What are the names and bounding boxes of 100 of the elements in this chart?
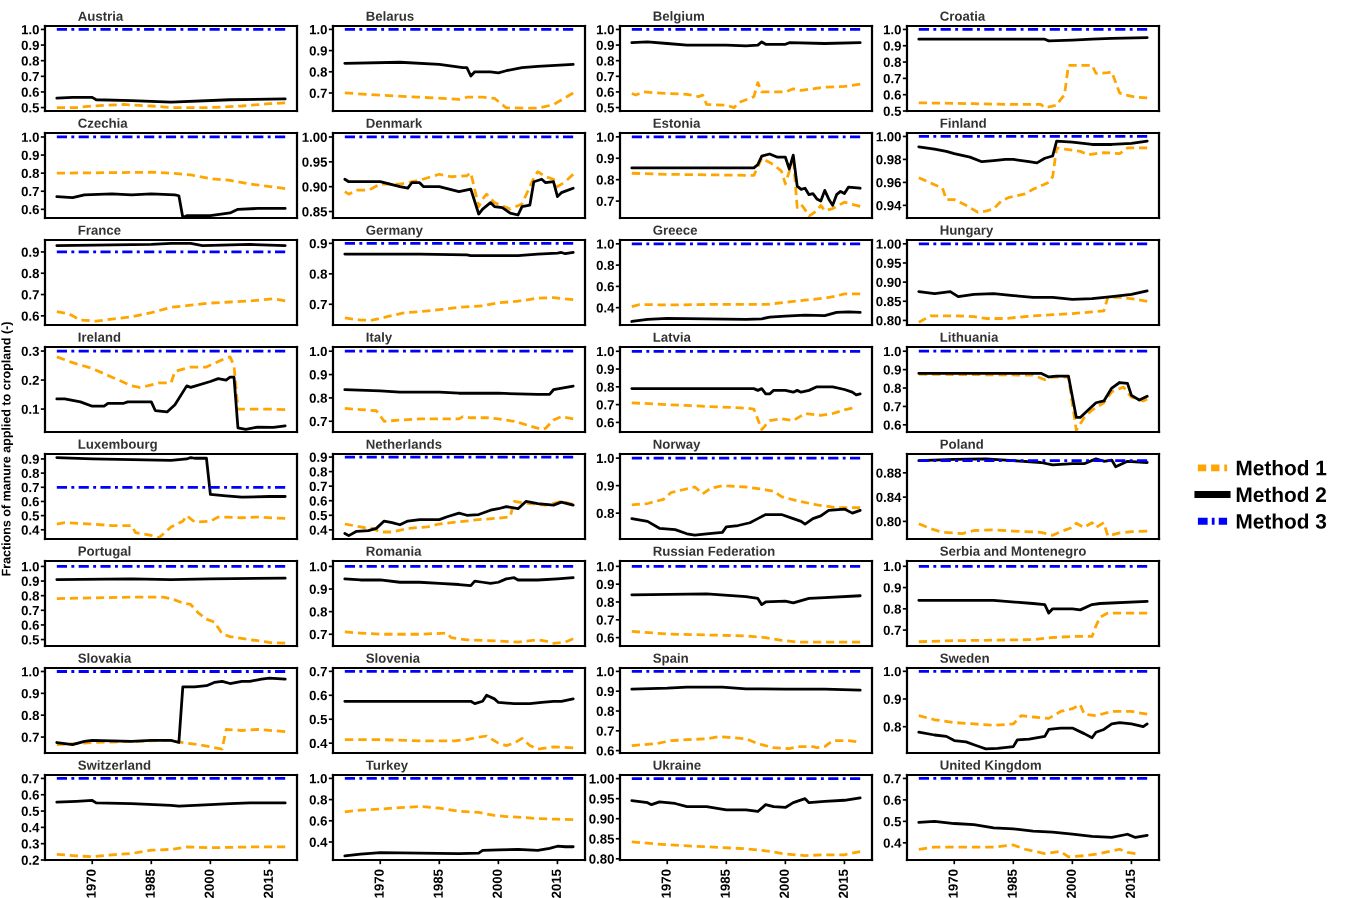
y-tick-label: 1.0	[596, 239, 614, 249]
legend-label: Method 3	[1236, 513, 1327, 529]
y-tick-label: 0.4	[309, 837, 328, 847]
line-series	[917, 139, 1149, 165]
y-tick-label: 1.0	[309, 346, 327, 357]
line-series	[343, 805, 575, 822]
chart-title: France	[78, 225, 121, 235]
line-series	[917, 703, 1149, 727]
y-tick-label: 0.8	[309, 795, 328, 805]
line-series	[630, 796, 862, 813]
y-tick-label: 0.9	[309, 584, 327, 594]
x-tick-label: 2000	[204, 869, 214, 898]
chart-title: Estonia	[653, 118, 701, 128]
line-series	[630, 401, 854, 431]
chart-title: Netherlands	[366, 439, 442, 449]
line-series	[917, 289, 1149, 301]
y-tick-label: 0.9	[21, 247, 39, 257]
line-series	[917, 372, 1149, 432]
y-tick-label: 0.8	[21, 710, 40, 721]
y-tick-label: 0.4	[309, 525, 328, 535]
y-tick-label: 0.4	[21, 525, 40, 535]
chart-title: Ireland	[78, 332, 121, 342]
y-tick-label: 0.7	[883, 401, 901, 412]
line-series	[917, 611, 1149, 644]
chart-title: Slovakia	[78, 653, 132, 663]
y-tick-label: 0.5	[309, 714, 328, 725]
y-tick-label: 0.85	[589, 834, 615, 844]
y-tick-label: 1.0	[596, 561, 614, 572]
x-tick-label: 2015	[838, 869, 848, 898]
chart-title: Austria	[78, 11, 124, 21]
y-tick-label: 0.9	[596, 481, 614, 491]
chart-title: Poland	[940, 439, 983, 449]
y-tick-label: 0.8	[883, 604, 902, 614]
y-tick-label: 1.00	[876, 132, 901, 142]
y-tick-label: 0.5	[21, 511, 40, 521]
y-tick-label: 0.5	[21, 103, 40, 113]
chart-title: Belgium	[653, 11, 704, 24]
y-tick-label: 0.9	[309, 452, 327, 462]
line-series	[917, 371, 1149, 419]
y-tick-label: 0.9	[21, 454, 39, 464]
y-tick-label: 1.0	[596, 132, 614, 142]
y-tick-label: 0.9	[21, 40, 39, 50]
y-tick-label: 0.9	[596, 40, 614, 50]
x-tick-label: 1985	[433, 869, 443, 898]
y-tick-label: 0.7	[596, 196, 614, 206]
y-tick-label: 1.0	[21, 132, 39, 142]
y-tick-label: 0.1	[21, 404, 40, 414]
x-tick-label: 2015	[263, 869, 273, 898]
y-tick-label: 1.0	[21, 25, 39, 35]
y-tick-label: 0.8	[21, 468, 40, 479]
y-tick-label: 0.6	[21, 311, 39, 321]
y-tick-label: 1.0	[883, 561, 901, 572]
chart-title: Denmark	[366, 118, 423, 128]
chart-title: Italy	[366, 332, 393, 345]
line-series	[917, 598, 1149, 615]
y-tick-label: 0.4	[21, 822, 40, 833]
y-tick-label: 0.8	[883, 722, 902, 732]
y-tick-label: 0.90	[589, 814, 614, 824]
x-tick-label: 2015	[1125, 869, 1135, 898]
y-tick-label: 0.8	[21, 56, 40, 66]
line-series	[343, 384, 575, 396]
y-tick-label: 0.6	[596, 417, 614, 428]
y-tick-label: 0.7	[21, 186, 39, 197]
y-tick-label: 1.0	[596, 346, 614, 357]
y-tick-label: 0.5	[883, 816, 902, 827]
line-series	[343, 844, 575, 858]
y-tick-label: 0.8	[596, 260, 615, 271]
y-tick-label: 0.8	[309, 393, 328, 403]
line-series	[343, 91, 575, 110]
line-series	[55, 170, 287, 190]
y-tick-label: 0.8	[596, 706, 615, 716]
chart-title: Lithuania	[940, 332, 999, 342]
line-series	[55, 845, 287, 859]
y-tick-label: 0.2	[21, 855, 39, 865]
y-tick-label: 0.3	[21, 346, 39, 356]
y-tick-label: 0.85	[876, 296, 902, 307]
y-tick-label: 0.8	[309, 607, 328, 617]
y-tick-label: 0.8	[596, 175, 615, 185]
chart-title: Belarus	[366, 11, 414, 21]
legend-label: Method 2	[1236, 486, 1327, 503]
y-tick-label: 0.9	[883, 41, 901, 51]
chart-title: Czechia	[78, 118, 128, 128]
y-tick-label: 0.7	[21, 732, 39, 742]
y-tick-label: 0.98	[876, 154, 902, 165]
chart-title: Russian Federation	[653, 546, 775, 556]
y-tick-label: 1.0	[883, 346, 901, 357]
y-tick-label: 0.4	[596, 303, 615, 313]
line-series	[630, 152, 862, 207]
y-tick-label: 0.9	[883, 583, 901, 593]
x-tick-label: 1970	[374, 869, 384, 898]
y-tick-label: 0.7	[21, 71, 39, 82]
chart-title: Spain	[653, 653, 688, 666]
y-tick-label: 0.7	[309, 629, 327, 640]
y-tick-label: 0.95	[876, 258, 902, 268]
y-tick-label: 0.6	[21, 497, 39, 507]
line-series	[630, 592, 862, 607]
y-tick-label: 0.7	[596, 726, 614, 736]
y-tick-label: 0.8	[883, 383, 902, 393]
y-tick-label: 0.6	[21, 790, 39, 800]
legend-label: Method 1	[1236, 460, 1327, 476]
